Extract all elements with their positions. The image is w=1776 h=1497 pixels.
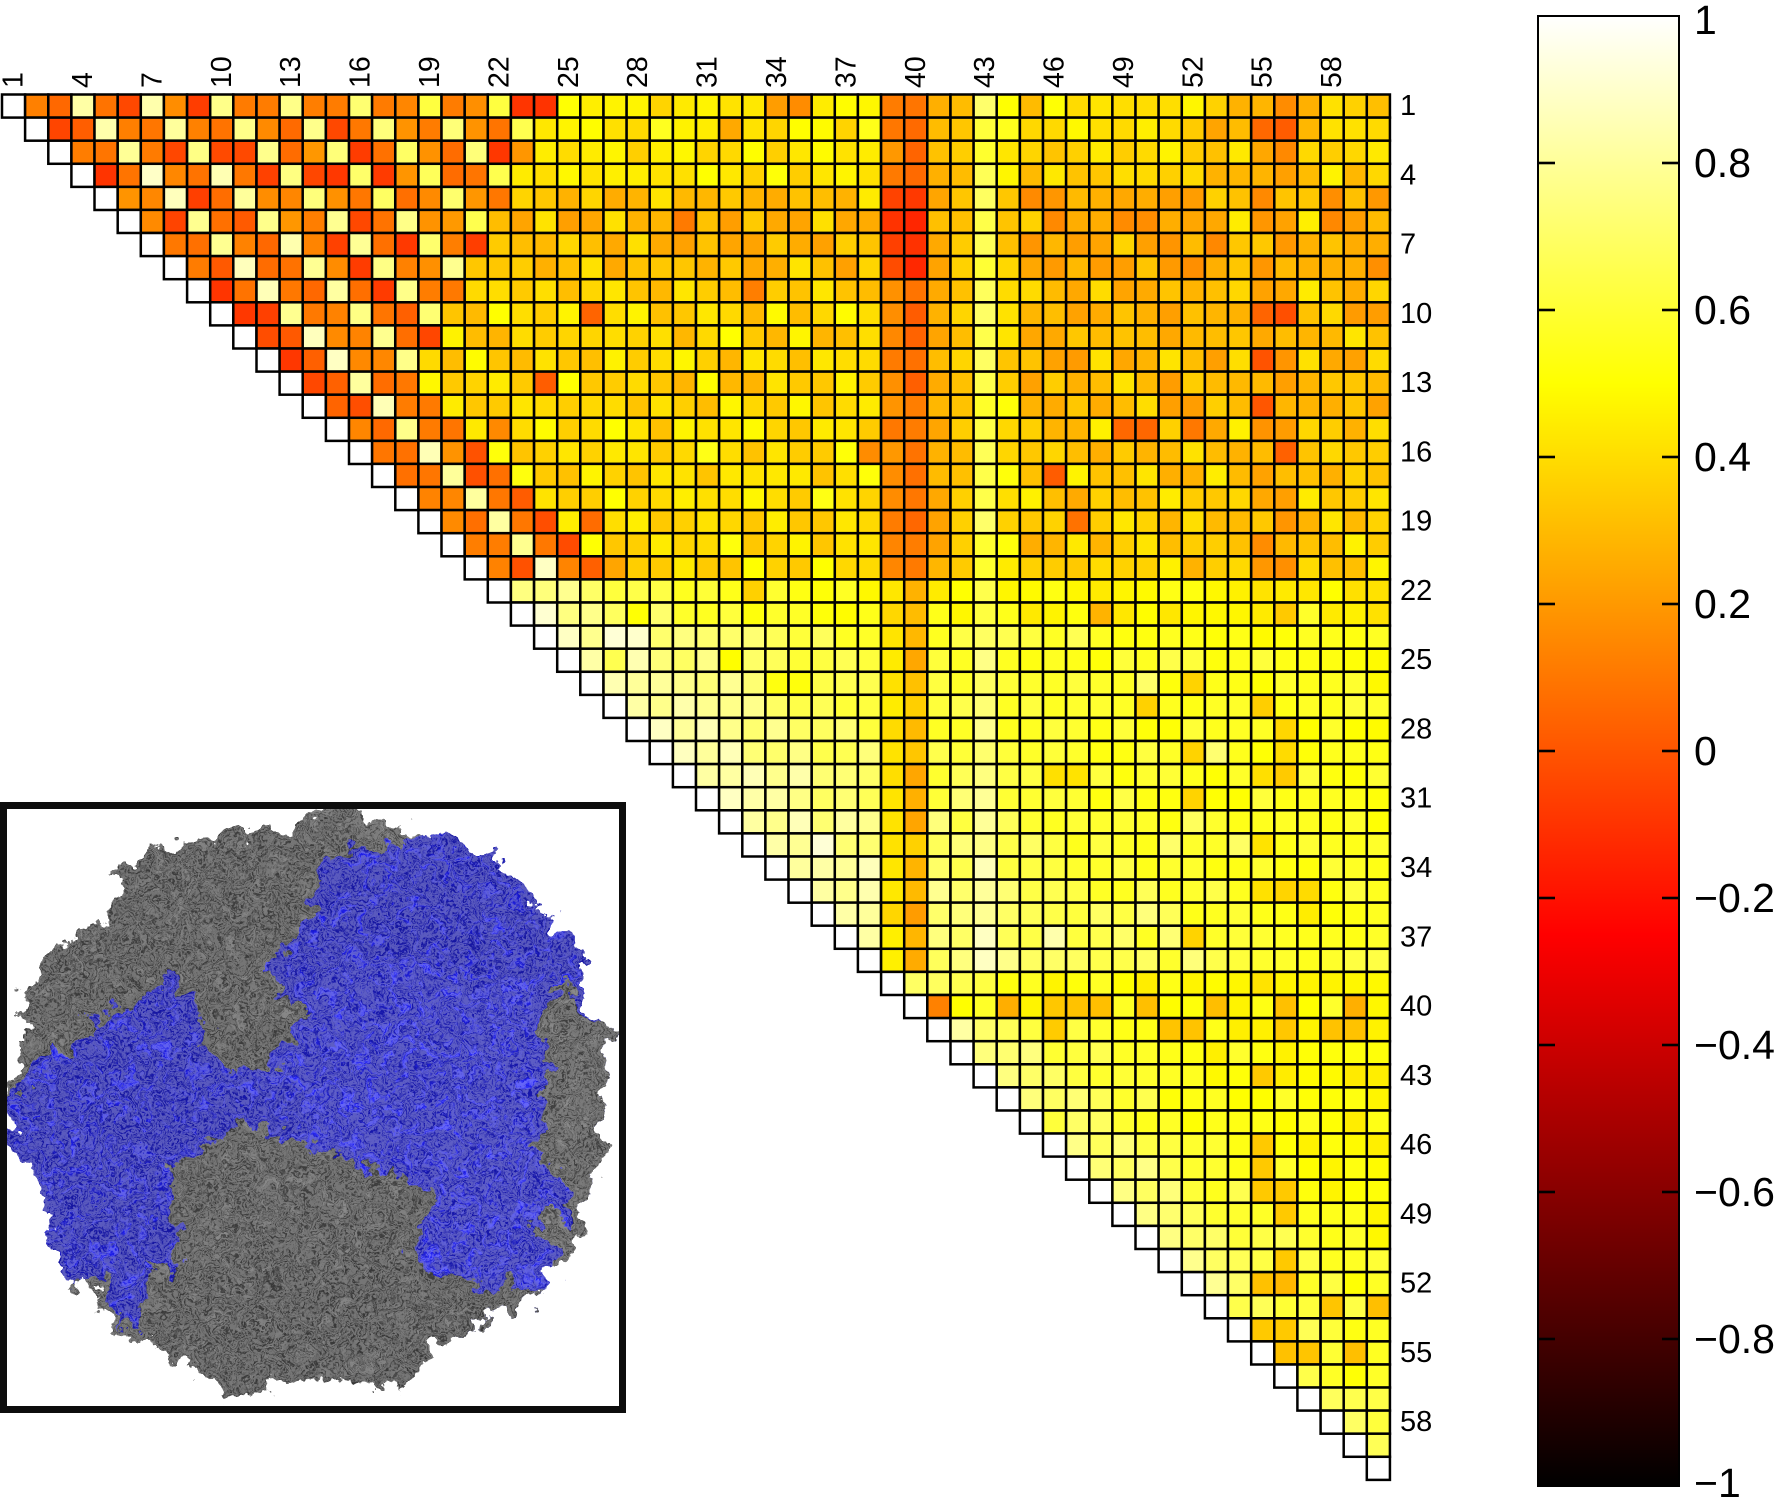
svg-text:4: 4 [1400, 159, 1416, 191]
svg-text:1: 1 [1694, 0, 1717, 43]
svg-text:52: 52 [1400, 1268, 1432, 1300]
svg-text:46: 46 [1400, 1129, 1432, 1161]
svg-text:49: 49 [1400, 1198, 1432, 1230]
svg-text:25: 25 [1400, 644, 1432, 676]
svg-text:0.8: 0.8 [1694, 140, 1751, 186]
svg-text:58: 58 [1316, 56, 1348, 88]
svg-text:40: 40 [900, 56, 932, 88]
svg-text:22: 22 [483, 56, 515, 88]
svg-text:16: 16 [1400, 436, 1432, 468]
svg-text:−0.4: −0.4 [1694, 1022, 1775, 1068]
svg-text:49: 49 [1108, 56, 1140, 88]
svg-text:13: 13 [1400, 367, 1432, 399]
svg-text:10: 10 [206, 56, 238, 88]
svg-text:40: 40 [1400, 991, 1432, 1023]
svg-text:25: 25 [553, 56, 585, 88]
svg-text:58: 58 [1400, 1406, 1432, 1438]
svg-text:0.6: 0.6 [1694, 287, 1751, 333]
svg-text:1: 1 [1400, 90, 1416, 122]
svg-text:−0.8: −0.8 [1694, 1316, 1775, 1362]
svg-text:34: 34 [761, 56, 793, 88]
svg-text:19: 19 [1400, 506, 1432, 538]
svg-text:28: 28 [1400, 714, 1432, 746]
svg-text:13: 13 [275, 56, 307, 88]
svg-text:22: 22 [1400, 575, 1432, 607]
svg-text:−1: −1 [1694, 1460, 1741, 1497]
svg-text:31: 31 [1400, 783, 1432, 815]
svg-text:19: 19 [414, 56, 446, 88]
svg-text:55: 55 [1400, 1337, 1432, 1369]
svg-text:0.4: 0.4 [1694, 434, 1751, 480]
svg-text:16: 16 [345, 56, 377, 88]
svg-text:28: 28 [622, 56, 654, 88]
svg-text:7: 7 [1400, 229, 1416, 261]
svg-text:−0.2: −0.2 [1694, 875, 1775, 921]
svg-text:52: 52 [1177, 56, 1209, 88]
svg-text:0.2: 0.2 [1694, 581, 1751, 627]
svg-text:1: 1 [0, 72, 30, 88]
svg-text:7: 7 [136, 72, 168, 88]
svg-text:43: 43 [1400, 1060, 1432, 1092]
svg-text:0: 0 [1694, 728, 1717, 774]
svg-text:46: 46 [1039, 56, 1071, 88]
svg-text:55: 55 [1247, 56, 1279, 88]
svg-text:34: 34 [1400, 852, 1432, 884]
svg-text:37: 37 [830, 56, 862, 88]
svg-text:10: 10 [1400, 298, 1432, 330]
svg-text:37: 37 [1400, 921, 1432, 953]
svg-text:4: 4 [67, 72, 99, 88]
svg-text:43: 43 [969, 56, 1001, 88]
svg-text:−0.6: −0.6 [1694, 1169, 1775, 1215]
svg-text:31: 31 [692, 56, 724, 88]
